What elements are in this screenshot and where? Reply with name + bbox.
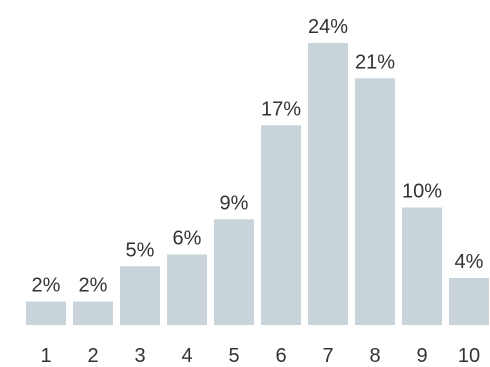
bar-7 <box>308 43 348 325</box>
data-label-1: 2% <box>32 275 61 297</box>
x-tick-label-5: 5 <box>228 345 239 367</box>
data-label-3: 5% <box>126 239 155 261</box>
x-tick-label-8: 8 <box>369 345 380 367</box>
bar-9 <box>402 207 442 325</box>
bar-1 <box>26 301 66 325</box>
bar-5 <box>214 219 254 325</box>
bar-6 <box>261 125 301 325</box>
x-tick-label-3: 3 <box>134 345 145 367</box>
bar-2 <box>73 301 113 325</box>
x-tick-label-4: 4 <box>181 345 192 367</box>
x-tick-label-7: 7 <box>322 345 333 367</box>
data-label-2: 2% <box>79 275 108 297</box>
bars-group <box>26 43 489 325</box>
data-label-7: 24% <box>308 16 348 38</box>
data-label-10: 4% <box>455 251 484 273</box>
x-tick-label-6: 6 <box>275 345 286 367</box>
x-tick-label-9: 9 <box>416 345 427 367</box>
data-label-4: 6% <box>173 228 202 250</box>
data-label-8: 21% <box>355 51 395 73</box>
data-label-5: 9% <box>220 192 249 214</box>
x-tick-label-1: 1 <box>40 345 51 367</box>
x-tick-label-10: 10 <box>458 345 480 367</box>
bar-4 <box>167 254 207 325</box>
data-label-9: 10% <box>402 181 442 203</box>
x-tick-label-2: 2 <box>87 345 98 367</box>
data-label-6: 17% <box>261 98 301 120</box>
data-labels-group: 2% 2% 5% 6% 9% 17% 24% 21% 10% 4% <box>32 16 484 297</box>
bar-3 <box>120 266 160 325</box>
bar-10 <box>449 278 489 325</box>
x-axis-tick-labels: 1 2 3 4 5 6 7 8 9 10 <box>40 345 480 367</box>
bar-8 <box>355 78 395 325</box>
